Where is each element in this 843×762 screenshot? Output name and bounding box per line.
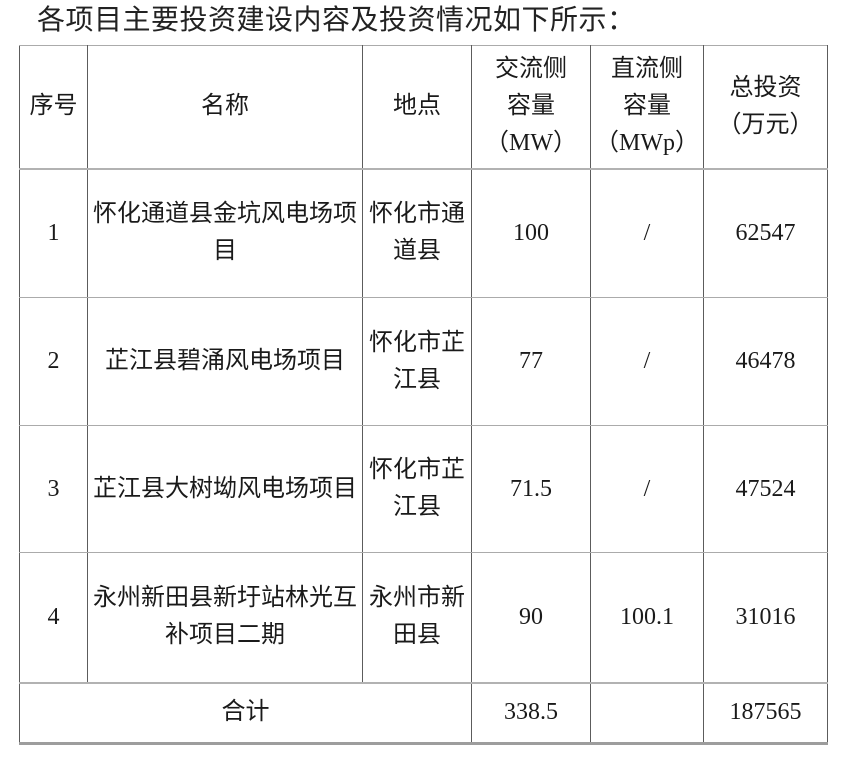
cell-dc-capacity: / — [590, 168, 704, 298]
cell-dc-capacity: / — [590, 425, 704, 553]
cell-ac-capacity: 77 — [471, 297, 591, 426]
cell-location: 怀化市芷 江县 — [362, 297, 472, 426]
cell-index: 4 — [19, 552, 88, 683]
projects-table: 序号 名称 地点 交流侧 容量 （MW） 直流侧 容量 （MWp） 总投资 （万… — [19, 45, 828, 745]
cell-location: 怀化市通 道县 — [362, 168, 472, 298]
cell-project-name: 芷江县大树坳风电场项目 — [87, 425, 363, 553]
document-title: 各项目主要投资建设内容及投资情况如下所示： — [37, 5, 636, 36]
column-header-investment: 总投资 （万元） — [703, 45, 828, 170]
column-header-name: 名称 — [87, 45, 363, 170]
cell-location: 永州市新 田县 — [362, 552, 472, 683]
cell-investment: 62547 — [703, 168, 828, 298]
cell-ac-capacity: 71.5 — [471, 425, 591, 553]
table-row: 1 怀化通道县金坑风电场项 目 怀化市通 道县 100 / 62547 — [19, 168, 828, 298]
cell-total-investment: 187565 — [703, 681, 828, 744]
column-header-location: 地点 — [362, 45, 472, 170]
cell-total-label: 合计 — [19, 681, 472, 744]
cell-index: 3 — [19, 425, 88, 553]
cell-total-ac-capacity: 338.5 — [471, 681, 591, 744]
cell-index: 1 — [19, 168, 88, 298]
cell-index: 2 — [19, 297, 88, 426]
table-row: 2 芷江县碧涌风电场项目 怀化市芷 江县 77 / 46478 — [19, 297, 828, 426]
table-row: 3 芷江县大树坳风电场项目 怀化市芷 江县 71.5 / 47524 — [19, 425, 828, 553]
cell-project-name: 永州新田县新圩站林光互 补项目二期 — [87, 552, 363, 683]
cell-total-dc-capacity — [590, 681, 704, 744]
cell-investment: 31016 — [703, 552, 828, 683]
table-total-row: 合计 338.5 187565 — [19, 681, 828, 744]
cell-dc-capacity: 100.1 — [590, 552, 704, 683]
cell-project-name: 怀化通道县金坑风电场项 目 — [87, 168, 363, 298]
cell-ac-capacity: 100 — [471, 168, 591, 298]
cell-location: 怀化市芷 江县 — [362, 425, 472, 553]
cell-project-name: 芷江县碧涌风电场项目 — [87, 297, 363, 426]
table-row: 4 永州新田县新圩站林光互 补项目二期 永州市新 田县 90 100.1 310… — [19, 552, 828, 683]
cell-ac-capacity: 90 — [471, 552, 591, 683]
column-header-index: 序号 — [19, 45, 88, 170]
cell-investment: 47524 — [703, 425, 828, 553]
table-header-row: 序号 名称 地点 交流侧 容量 （MW） 直流侧 容量 （MWp） 总投资 （万… — [19, 45, 828, 170]
column-header-ac-capacity: 交流侧 容量 （MW） — [471, 45, 591, 170]
column-header-dc-capacity: 直流侧 容量 （MWp） — [590, 45, 704, 170]
cell-dc-capacity: / — [590, 297, 704, 426]
cell-investment: 46478 — [703, 297, 828, 426]
